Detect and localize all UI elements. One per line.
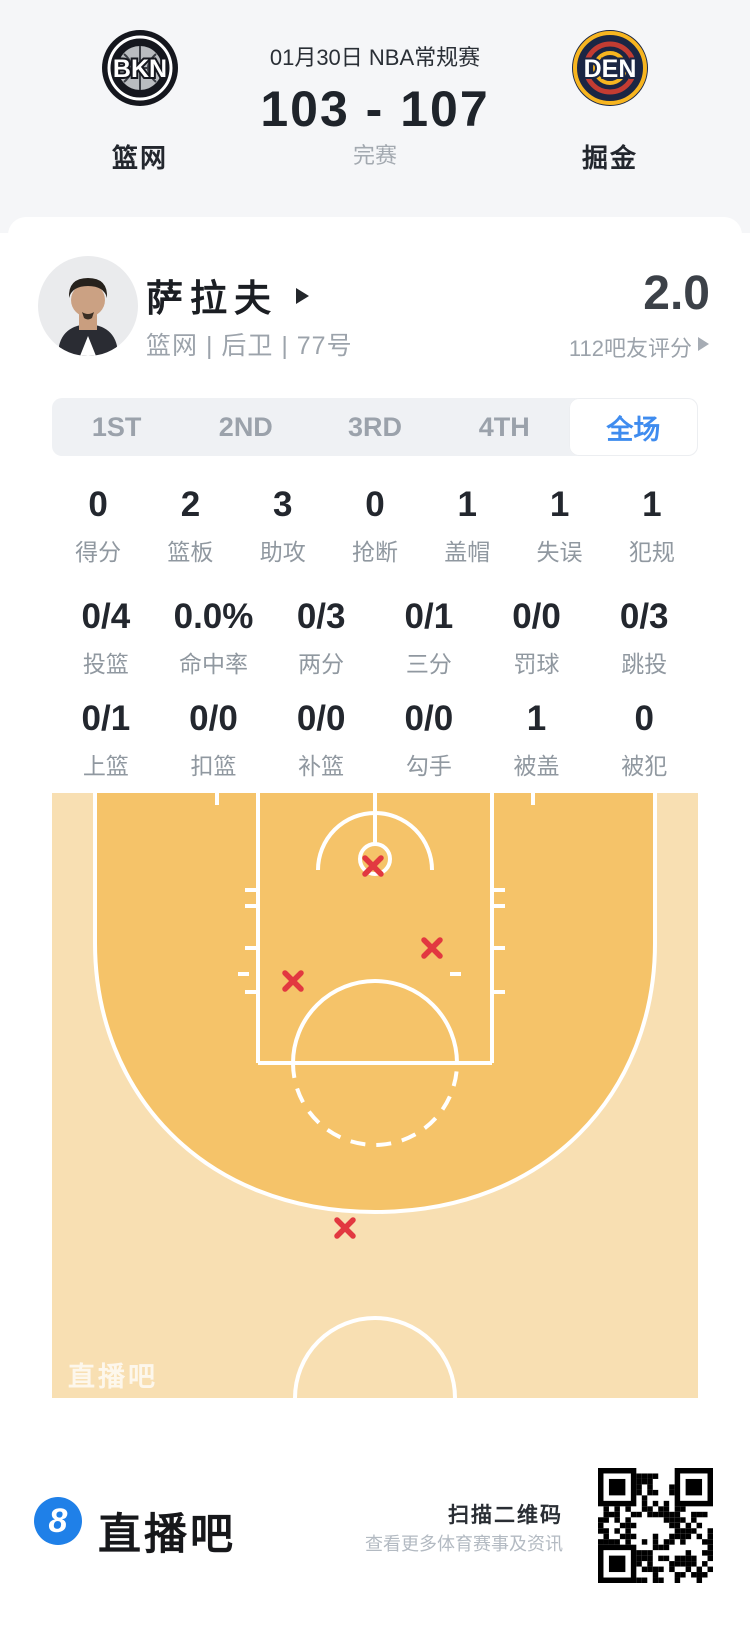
stat-value: 0/3 <box>296 597 346 636</box>
stat-cell: 0.0% 命中率 <box>160 598 268 679</box>
stat-cell: 0/0 扣篮 <box>160 700 268 781</box>
player-avatar[interactable] <box>38 256 138 361</box>
stat-label: 勾手 <box>405 753 452 779</box>
stat-label: 得分 <box>75 539 122 565</box>
stat-label: 投篮 <box>82 651 129 677</box>
stat-label: 犯规 <box>628 539 675 565</box>
den-team-logo-icon: DEN <box>572 30 648 106</box>
stat-cell: 0 抢断 <box>329 486 421 567</box>
stat-label: 罚球 <box>513 651 560 677</box>
qr-title: 扫描二维码 <box>448 1504 563 1527</box>
stat-cell: 0 得分 <box>52 486 144 567</box>
stat-cell: 1 犯规 <box>606 486 698 567</box>
match-date: 01月30日 NBA常规赛 <box>269 45 481 70</box>
stat-cell: 0/4 投篮 <box>52 598 160 679</box>
stat-value: 0 <box>365 485 385 524</box>
stat-cell: 0/1 三分 <box>375 598 483 679</box>
stat-row-shooting: 0/4 投篮 0.0% 命中率 0/3 两分 0/1 三分 0/0 罚球 0/3 跳投 <box>52 598 698 679</box>
stat-cell: 0/0 补篮 <box>267 700 375 781</box>
stat-value: 0/4 <box>81 597 131 636</box>
away-team[interactable]: DEN 掘金 <box>530 28 690 175</box>
stat-value: 0/0 <box>189 699 238 738</box>
away-team-name: 掘金 <box>581 143 638 173</box>
stat-cell: 1 失误 <box>513 486 605 567</box>
tab-全场[interactable]: 全场 <box>568 398 699 456</box>
qr-subtitle: 查看更多体育赛事及资讯 <box>365 1534 563 1554</box>
svg-text:DEN: DEN <box>584 55 637 83</box>
player-meta: 篮网 | 后卫 | 77号 <box>146 332 353 360</box>
stat-label: 扣篮 <box>190 753 237 779</box>
court-drawing <box>52 793 698 1398</box>
stat-cell: 0/3 两分 <box>267 598 375 679</box>
stat-value: 0/1 <box>81 699 131 738</box>
stat-value: 0/0 <box>404 699 454 738</box>
stat-label: 失误 <box>536 539 583 565</box>
stat-value: 0 <box>634 699 654 738</box>
stat-cell: 0/0 罚球 <box>483 598 591 679</box>
stat-label: 补篮 <box>298 753 345 779</box>
court-watermark: 直播吧 <box>68 1362 158 1392</box>
stat-value: 3 <box>272 485 293 524</box>
period-tabbar: 1ST 2ND 3RD 4TH 全场 <box>52 398 699 456</box>
qr-code <box>598 1468 713 1583</box>
stat-value: 0/3 <box>619 597 669 636</box>
stat-value: 0/0 <box>512 597 561 636</box>
stat-label: 篮板 <box>167 539 214 565</box>
shot-chart-court <box>52 793 698 1398</box>
stat-cell: 1 盖帽 <box>421 486 513 567</box>
brand-name: 直播吧 <box>98 1511 236 1559</box>
stat-label: 被犯 <box>621 753 668 779</box>
player-detail-arrow-icon[interactable] <box>296 288 309 304</box>
missed-shot-x-icon <box>332 1215 358 1241</box>
stat-value: 1 <box>457 485 477 524</box>
home-team[interactable]: BKN 篮网 <box>60 28 220 175</box>
stat-label: 盖帽 <box>444 539 491 565</box>
stat-label: 上篮 <box>82 753 129 779</box>
tab-1st[interactable]: 1ST <box>91 411 142 442</box>
home-team-name: 篮网 <box>111 143 168 173</box>
stat-label: 被盖 <box>513 753 560 779</box>
tab-3rd[interactable]: 3RD <box>348 411 403 442</box>
player-rating: 2.0 <box>643 267 710 320</box>
stat-value: 0 <box>88 485 108 524</box>
rating-note[interactable]: 112吧友评分 <box>568 336 692 361</box>
match-score: 103 - 107 <box>260 81 490 137</box>
stat-label: 跳投 <box>621 651 668 677</box>
stat-label: 抢断 <box>351 539 398 565</box>
stat-value: 1 <box>642 485 662 524</box>
stat-cell: 3 助攻 <box>237 486 329 567</box>
player-name[interactable]: 萨拉夫 <box>146 278 278 319</box>
stat-value: 1 <box>549 485 570 524</box>
tab-4th[interactable]: 4TH <box>478 411 530 442</box>
tab-2nd[interactable]: 2ND <box>218 411 273 442</box>
zhibo8-logo-icon: 8 <box>34 1497 82 1545</box>
missed-shot-x-icon <box>419 935 445 961</box>
stat-cell: 1 被盖 <box>483 700 591 781</box>
stat-value: 0/1 <box>404 597 454 636</box>
stat-row-detail: 0/1 上篮 0/0 扣篮 0/0 补篮 0/0 勾手 1 被盖 0 被犯 <box>52 700 698 781</box>
avatar-image <box>38 256 138 356</box>
missed-shot-x-icon <box>360 853 386 879</box>
stat-label: 三分 <box>405 651 452 677</box>
match-status: 完赛 <box>352 143 397 168</box>
stat-cell: 0/1 上篮 <box>52 700 160 781</box>
stat-value: 0.0% <box>173 597 254 636</box>
stat-value: 0/0 <box>296 699 346 738</box>
stat-row-main: 0 得分 2 篮板 3 助攻 0 抢断 1 盖帽 1 失误 1 犯规 <box>52 486 698 567</box>
rating-arrow-icon[interactable] <box>698 337 709 351</box>
stat-cell: 0 被犯 <box>590 700 698 781</box>
stat-label: 两分 <box>298 651 345 677</box>
svg-text:BKN: BKN <box>113 55 167 83</box>
stat-cell: 2 篮板 <box>144 486 236 567</box>
stat-value: 1 <box>526 699 547 738</box>
stat-label: 命中率 <box>179 651 248 677</box>
stat-cell: 0/0 勾手 <box>375 700 483 781</box>
bkn-team-logo-icon: BKN <box>102 30 178 106</box>
missed-shot-x-icon <box>280 968 306 994</box>
stat-value: 2 <box>180 485 201 524</box>
stat-label: 助攻 <box>259 539 306 565</box>
stat-cell: 0/3 跳投 <box>590 598 698 679</box>
